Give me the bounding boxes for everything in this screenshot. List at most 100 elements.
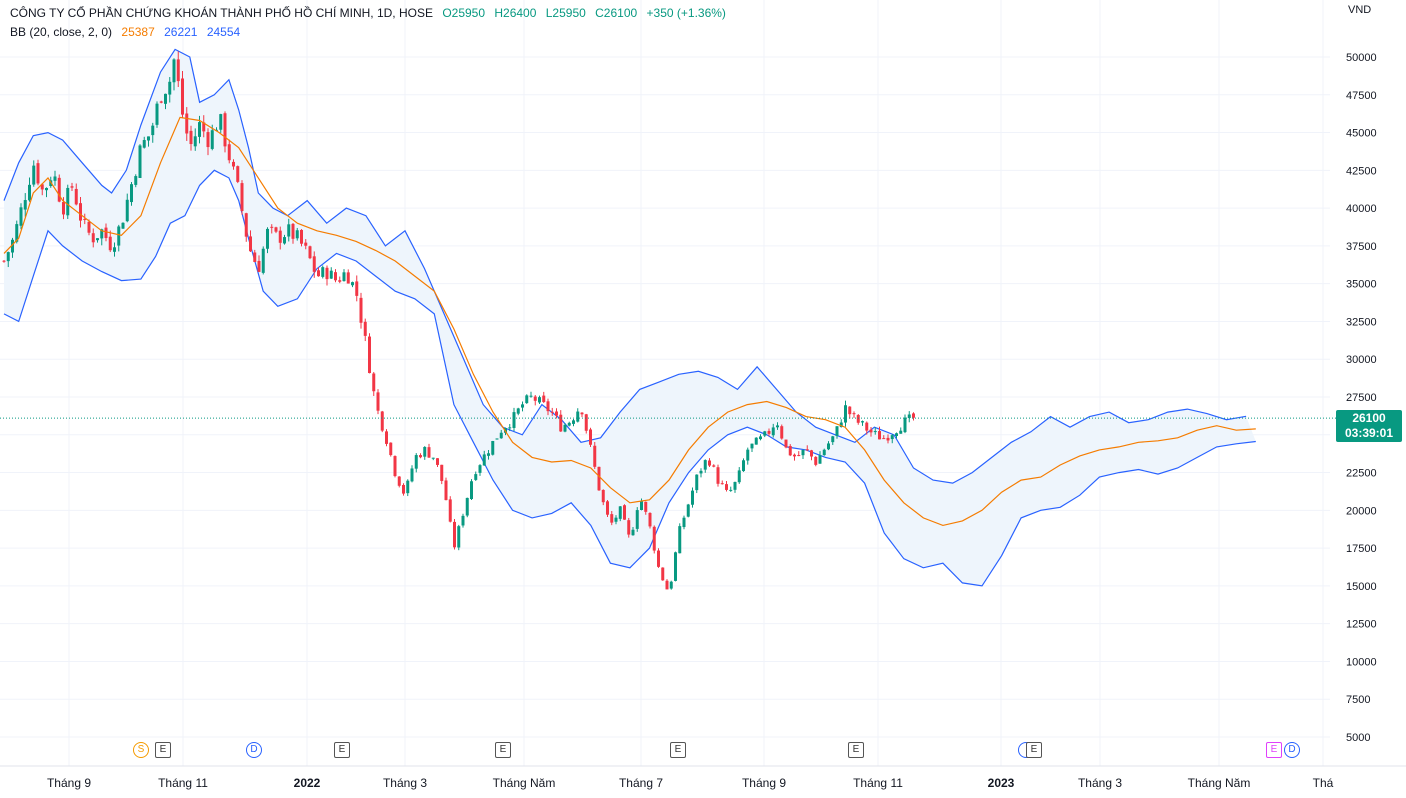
candle-down <box>189 130 193 145</box>
candle-down <box>419 455 422 458</box>
candle-up <box>572 420 575 424</box>
candle-down <box>584 414 588 431</box>
candle-down <box>244 213 248 237</box>
time-axis[interactable]: Tháng 9 Tháng 11 2022 Tháng 3 Tháng Năm Tháng… <box>47 776 1334 790</box>
candle-down <box>389 442 393 456</box>
price-tick-label: 7500 <box>1346 694 1370 706</box>
candle-down <box>291 223 295 239</box>
candle-up <box>576 411 580 422</box>
candle-down <box>363 321 367 336</box>
candle-up <box>351 282 354 286</box>
candle-up <box>210 130 214 149</box>
event-earnings-icon[interactable]: E <box>670 742 686 758</box>
candle-up <box>669 581 673 589</box>
price-tick-label: 27500 <box>1346 392 1377 404</box>
event-dividend-icon[interactable]: D <box>1284 742 1300 758</box>
candle-down <box>355 281 359 296</box>
event-earnings-icon[interactable]: E <box>848 742 864 758</box>
close-value: C26100 <box>595 6 638 20</box>
candle-up <box>567 422 571 426</box>
candle-up <box>96 238 99 241</box>
candle-down <box>444 480 448 501</box>
candle-up <box>686 504 690 517</box>
candle-up <box>827 443 830 450</box>
price-tick-label: 5000 <box>1346 732 1370 744</box>
candle-down <box>886 437 890 441</box>
candle-down <box>62 202 65 215</box>
candle-up <box>635 510 639 529</box>
candle-down <box>589 429 592 445</box>
candle-down <box>232 161 235 167</box>
candle-up <box>682 517 686 528</box>
candle-up <box>28 184 31 201</box>
candle-up <box>287 224 291 237</box>
candle-up <box>125 199 129 222</box>
candle-up <box>733 481 737 490</box>
candle-down <box>720 483 724 485</box>
candle-down <box>104 227 108 239</box>
bb-lower-value: 24554 <box>206 25 241 39</box>
candle-down <box>788 446 792 456</box>
candle-up <box>818 455 822 464</box>
candle-down <box>36 163 40 184</box>
candle-down <box>546 401 550 412</box>
candle-up <box>266 228 269 249</box>
candle-up <box>478 465 482 473</box>
candle-down <box>2 260 6 262</box>
candle-up <box>563 424 567 432</box>
event-earnings-icon[interactable]: E <box>334 742 350 758</box>
candle-up <box>113 247 116 252</box>
candle-down <box>346 272 350 284</box>
candle-down <box>79 203 82 221</box>
candle-down <box>40 184 44 190</box>
candle-down <box>372 373 376 392</box>
candle-up <box>763 431 767 436</box>
candle-up <box>23 200 27 210</box>
time-tick-label: Tháng 9 <box>742 776 786 790</box>
candle-up <box>699 470 703 474</box>
time-tick-label: 2022 <box>294 776 321 790</box>
event-dividend-icon[interactable]: D <box>246 742 262 758</box>
candle-down <box>57 177 61 202</box>
candle-down <box>606 501 609 515</box>
candle-up <box>142 140 146 148</box>
candle-up <box>15 224 19 242</box>
candle-down <box>274 227 278 232</box>
candle-down <box>308 246 312 259</box>
high-value: H26400 <box>494 6 537 20</box>
event-split-icon[interactable]: S <box>133 742 149 758</box>
event-earnings-icon[interactable]: E <box>155 742 171 758</box>
candle-down <box>652 526 656 551</box>
candle-down <box>380 411 384 431</box>
time-tick-label: Tháng 3 <box>383 776 427 790</box>
candle-up <box>295 230 299 239</box>
time-tick-label: Tháng 7 <box>619 776 663 790</box>
candle-up <box>907 414 911 419</box>
time-tick-label: Tháng Năm <box>1188 776 1251 790</box>
price-tick-label: 30000 <box>1346 354 1377 366</box>
candle-up <box>491 441 495 455</box>
event-upcoming-earnings-icon[interactable]: E <box>1266 742 1282 758</box>
candle-up <box>45 187 48 191</box>
candle-up <box>831 436 835 443</box>
last-price-tag: 26100 03:39:01 <box>1336 410 1402 442</box>
candle-up <box>903 417 907 433</box>
candle-up <box>516 408 520 414</box>
event-earnings-icon[interactable]: E <box>495 742 511 758</box>
event-earnings-icon[interactable]: E <box>1026 742 1042 758</box>
candle-down <box>810 450 813 457</box>
candle-up <box>32 165 36 185</box>
price-tick-label: 35000 <box>1346 279 1377 291</box>
symbol-title[interactable]: CÔNG TY CỔ PHẦN CHỨNG KHOÁN THÀNH PHỐ HỒ… <box>10 6 433 20</box>
candle-up <box>861 421 864 423</box>
indicator-name[interactable]: BB (20, close, 2, 0) <box>10 25 113 39</box>
bollinger-lower-band <box>3 169 1256 587</box>
candle-down <box>580 412 584 415</box>
candle-up <box>678 526 682 554</box>
candle-down <box>87 221 91 233</box>
candle-down <box>249 236 252 252</box>
price-axis[interactable]: 50000 47500 45000 42500 40000 37500 35000 32500… <box>1346 52 1377 744</box>
candle-up <box>100 229 104 239</box>
candle-down <box>385 431 388 444</box>
